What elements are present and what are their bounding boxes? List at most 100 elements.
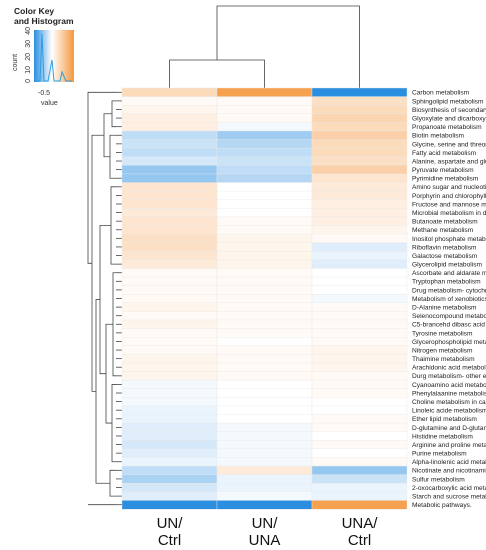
heatmap-cell xyxy=(311,422,408,433)
color-key-xtick: -0.5 xyxy=(38,90,50,97)
heatmap-cell xyxy=(216,122,313,132)
row-label: Galactose metabolism xyxy=(412,253,478,260)
heatmap-cell xyxy=(311,345,408,355)
heatmap-cell xyxy=(121,397,218,407)
row-label: Ascorbate and aldarate metabolisms xyxy=(412,270,486,277)
row-label: Glycerophospholipid metabolisms xyxy=(412,339,486,346)
heatmap-cell xyxy=(121,285,218,295)
heatmap-cell xyxy=(311,156,408,166)
row-label: Butanoate metabolism xyxy=(412,219,478,226)
heatmap-cell xyxy=(216,182,313,192)
color-key-title-line1: Color Key and Histogram xyxy=(14,6,74,26)
heatmap-cell xyxy=(121,165,218,175)
color-key-ytick: 0 xyxy=(25,79,32,83)
heatmap-cell xyxy=(121,431,218,441)
row-label: Ether lipid metabolism xyxy=(412,416,477,423)
heatmap-cell xyxy=(216,165,313,175)
heatmap-cell xyxy=(311,285,408,295)
row-label: Thaimine metabolism xyxy=(412,356,475,363)
row-label: Glycine, serine and threonine metabolism xyxy=(412,141,486,148)
row-label: Metabolic pathways. xyxy=(412,502,472,509)
heatmap-cell xyxy=(311,96,408,106)
heatmap-cell xyxy=(311,302,408,312)
heatmap-cell xyxy=(311,465,408,476)
heatmap-cell xyxy=(121,130,218,141)
dendrogram-branch xyxy=(110,186,116,265)
heatmap-cell xyxy=(216,362,313,373)
heatmap-cell xyxy=(216,87,313,98)
heatmap-cell xyxy=(216,328,313,338)
row-label: Histidine metabolism xyxy=(412,433,473,440)
color-key-ytick: 20 xyxy=(25,53,32,61)
heatmap-cell xyxy=(121,328,218,338)
heatmap-cell xyxy=(216,483,313,493)
row-label: Biotin metabolism xyxy=(412,133,465,140)
row-label: D-glutamine and D-glutamate metabolism xyxy=(412,425,486,432)
heatmap-cell xyxy=(311,122,408,132)
heatmap-cell xyxy=(121,354,218,364)
row-label: Selenocompound metabolism xyxy=(412,313,486,320)
heatmap-cell xyxy=(216,345,313,355)
heatmap-cell xyxy=(216,294,313,304)
row-label: Glycerolipid metabolism xyxy=(412,262,482,269)
heatmap-cell xyxy=(311,336,408,347)
color-key-ytick: 40 xyxy=(25,27,32,35)
row-label: Alanine, aspartate and glutamate metabol… xyxy=(412,158,486,165)
dendrogram-branch xyxy=(91,134,104,392)
heatmap-cell xyxy=(311,259,408,269)
row-label: Inositol phosphate metabolism xyxy=(412,236,486,243)
heatmap-cell xyxy=(121,87,218,98)
heatmap-cell xyxy=(121,422,218,433)
heatmap-cell xyxy=(216,319,313,330)
row-label: Pyruvate metabolism xyxy=(412,167,474,174)
heatmap-cell xyxy=(311,165,408,175)
row-label: C5-brancehd dibasc acid metabolism xyxy=(412,322,486,329)
heatmap-cell xyxy=(216,354,313,364)
heatmap-cell xyxy=(216,465,313,476)
heatmap-cell xyxy=(311,147,408,158)
row-label: Durg metabolism- other enzymes xyxy=(412,373,486,380)
heatmap-cell xyxy=(121,440,218,450)
heatmap-cell xyxy=(311,354,408,364)
row-label: Microbial metabolism in diverse e. xyxy=(412,210,486,217)
heatmap-cell xyxy=(121,276,218,287)
heatmap-cell xyxy=(121,379,218,390)
heatmap-cell xyxy=(216,190,313,201)
heatmap-cell xyxy=(216,474,313,484)
heatmap-cell xyxy=(216,113,313,123)
heatmap-cell xyxy=(311,139,408,149)
dendrogram-branch xyxy=(111,384,116,463)
heatmap-cell xyxy=(216,259,313,269)
heatmap-cell xyxy=(311,87,408,98)
dendrogram-branch xyxy=(87,91,116,264)
heatmap-cell xyxy=(121,345,218,355)
row-label: Methane metabolism xyxy=(412,227,474,234)
heatmap-cell xyxy=(311,104,408,115)
heatmap-cell xyxy=(311,474,408,484)
dendrogram-branch xyxy=(112,272,116,377)
row-label: Propanoate metabolism xyxy=(412,124,482,131)
heatmap-cell xyxy=(121,96,218,106)
row-label: Fructose and mannose metabolism xyxy=(412,201,486,208)
row-label: Nicotinate and nicotinamide metabolism xyxy=(412,468,486,475)
dendrogram-branch xyxy=(109,134,116,179)
heatmap-cell xyxy=(121,362,218,373)
heatmap-cell xyxy=(311,500,408,510)
row-label: Riboflavin metabolism xyxy=(412,244,477,251)
heatmap-cell xyxy=(121,405,218,415)
row-label: Carbon metabolism xyxy=(412,90,470,97)
heatmap-cell xyxy=(121,388,218,398)
color-key-ytick: 10 xyxy=(25,66,32,74)
heatmap-cell xyxy=(216,199,313,209)
heatmap-cell xyxy=(121,139,218,149)
row-label: Tyrosine metabolism xyxy=(412,330,473,337)
heatmap-cell xyxy=(311,294,408,304)
heatmap-cell xyxy=(216,379,313,390)
row-label: Nitrogen metabolism xyxy=(412,347,473,354)
heatmap-cell xyxy=(121,268,218,278)
heatmap-cell xyxy=(121,448,218,458)
heatmap-cell xyxy=(121,414,218,424)
color-key-ytick: 30 xyxy=(25,40,32,48)
row-label: Drug metabolism- cytochrome P450 xyxy=(412,287,486,294)
